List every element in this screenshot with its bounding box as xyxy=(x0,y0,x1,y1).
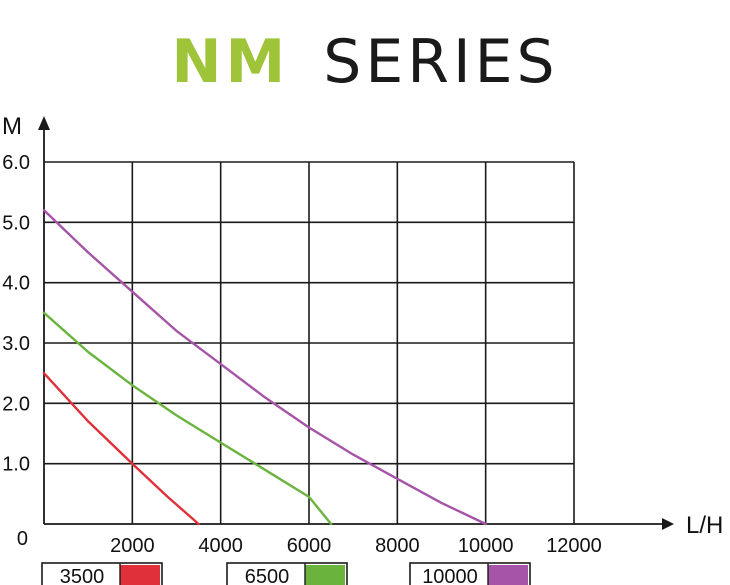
legend-swatch xyxy=(488,565,528,585)
y-tick-label: 6.0 xyxy=(2,152,30,174)
x-tick-label: 2000 xyxy=(110,535,155,557)
x-tick-label: 8000 xyxy=(375,535,420,557)
legend-label: 3500 xyxy=(60,566,105,585)
legend-swatch xyxy=(120,565,160,585)
x-axis-arrow xyxy=(662,518,674,530)
y-tick-label: 2.0 xyxy=(2,393,30,415)
y-tick-label: 5.0 xyxy=(2,212,30,234)
y-tick-label: 1.0 xyxy=(2,454,30,476)
title-nm: NM xyxy=(171,27,290,97)
x-tick-label: 4000 xyxy=(198,535,243,557)
title-series: SERIES xyxy=(323,27,559,97)
legend-label: 10000 xyxy=(422,566,478,585)
x-tick-label: 10000 xyxy=(458,535,514,557)
series-line-10000 xyxy=(42,209,487,526)
y-tick-label: 4.0 xyxy=(2,273,30,295)
y-axis-label: M xyxy=(2,113,22,140)
x-axis-label: L/H xyxy=(686,512,723,539)
origin-label: 0 xyxy=(17,528,28,550)
legend-swatch xyxy=(305,565,345,585)
series-line-3500 xyxy=(42,372,200,526)
legend-label: 6500 xyxy=(245,566,290,585)
y-tick-label: 3.0 xyxy=(2,333,30,355)
series-line-6500 xyxy=(42,311,333,526)
x-tick-label: 6000 xyxy=(287,535,332,557)
chart-title: NM SERIES xyxy=(0,22,730,102)
x-tick-label: 12000 xyxy=(546,535,602,557)
y-axis-arrow xyxy=(38,116,50,130)
